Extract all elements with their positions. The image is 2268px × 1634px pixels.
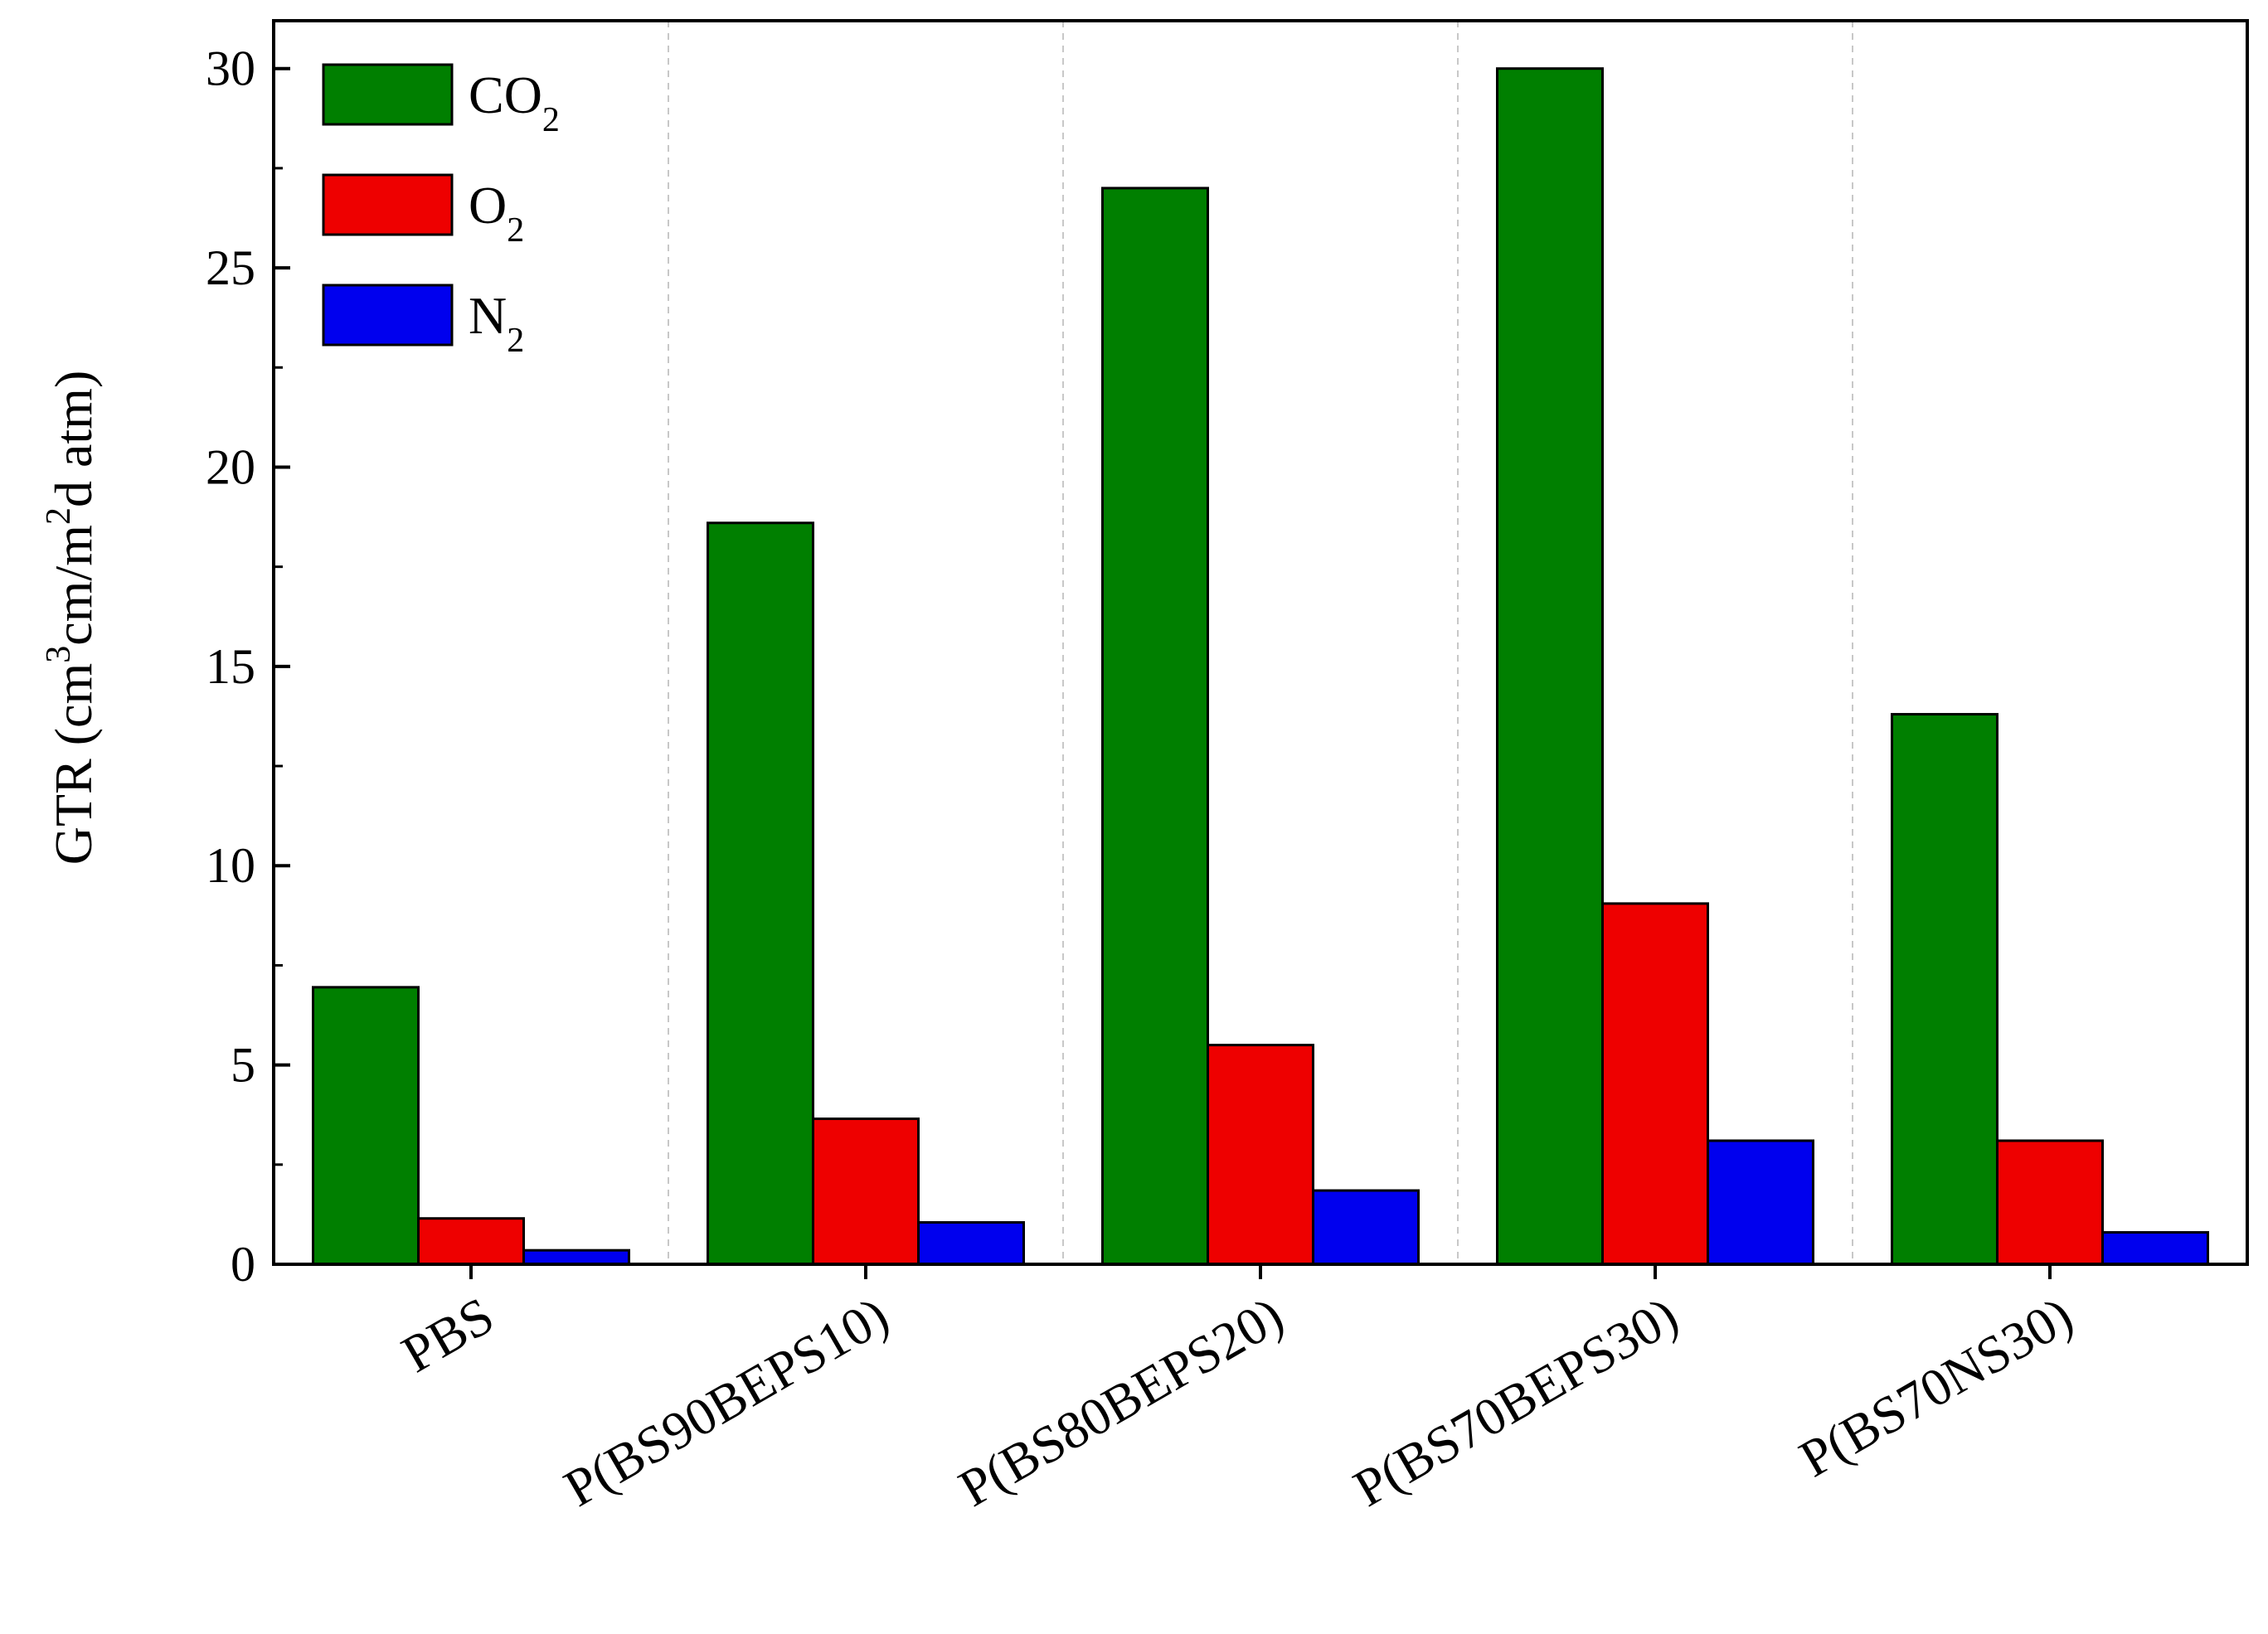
bar-o2-2 — [1207, 1044, 1314, 1266]
legend-label-o2: O2 — [469, 176, 524, 250]
y-axis: 0 5 10 15 20 25 30 — [206, 41, 290, 1292]
legend-label-n2: N2 — [469, 286, 524, 360]
bar-co2-3 — [1496, 67, 1604, 1266]
x-axis: PBS P(BS90BEPS10) P(BS80BEPS20) P(BS70BEPS3… — [392, 1264, 2082, 1518]
bar-o2-0 — [417, 1217, 525, 1266]
bar-n2-2 — [1312, 1189, 1420, 1266]
category-separators — [668, 21, 1853, 1264]
legend-swatch-co2 — [322, 63, 454, 126]
bar-o2-1 — [812, 1118, 920, 1266]
bar-n2-0 — [522, 1249, 630, 1266]
legend-swatch-o2 — [322, 173, 454, 236]
bar-o2-3 — [1601, 902, 1709, 1266]
legend-label-co2: CO2 — [469, 65, 560, 139]
legend: CO2 O2 N2 — [322, 63, 560, 360]
y-tick-label: 0 — [231, 1237, 255, 1292]
x-tick-label: P(BS90BEPS10) — [555, 1286, 898, 1518]
bar-o2-4 — [1996, 1139, 2104, 1266]
y-axis-label: GTR (cm3cm/m2d atm) — [40, 371, 103, 865]
bar-co2-1 — [707, 521, 814, 1266]
y-tick-label: 30 — [206, 41, 255, 96]
bar-n2-1 — [917, 1221, 1025, 1266]
x-tick-label: P(BS70BEPS30) — [1344, 1286, 1688, 1518]
bars — [312, 67, 2209, 1266]
bar-n2-4 — [2101, 1231, 2209, 1266]
legend-swatch-n2 — [322, 284, 454, 347]
y-tick-label: 20 — [206, 439, 255, 494]
bar-co2-0 — [312, 986, 420, 1266]
bar-co2-2 — [1101, 187, 1209, 1266]
y-tick-label: 5 — [231, 1038, 255, 1093]
y-tick-label: 10 — [206, 838, 255, 893]
bar-n2-3 — [1707, 1139, 1814, 1266]
x-tick-label: PBS — [392, 1286, 503, 1384]
y-tick-label: 15 — [206, 639, 255, 694]
x-tick-label: P(BS80BEPS20) — [949, 1286, 1293, 1518]
y-tick-label: 25 — [206, 240, 255, 295]
x-tick-label: P(BS70NS30) — [1790, 1286, 2082, 1489]
bar-co2-4 — [1891, 713, 1998, 1266]
